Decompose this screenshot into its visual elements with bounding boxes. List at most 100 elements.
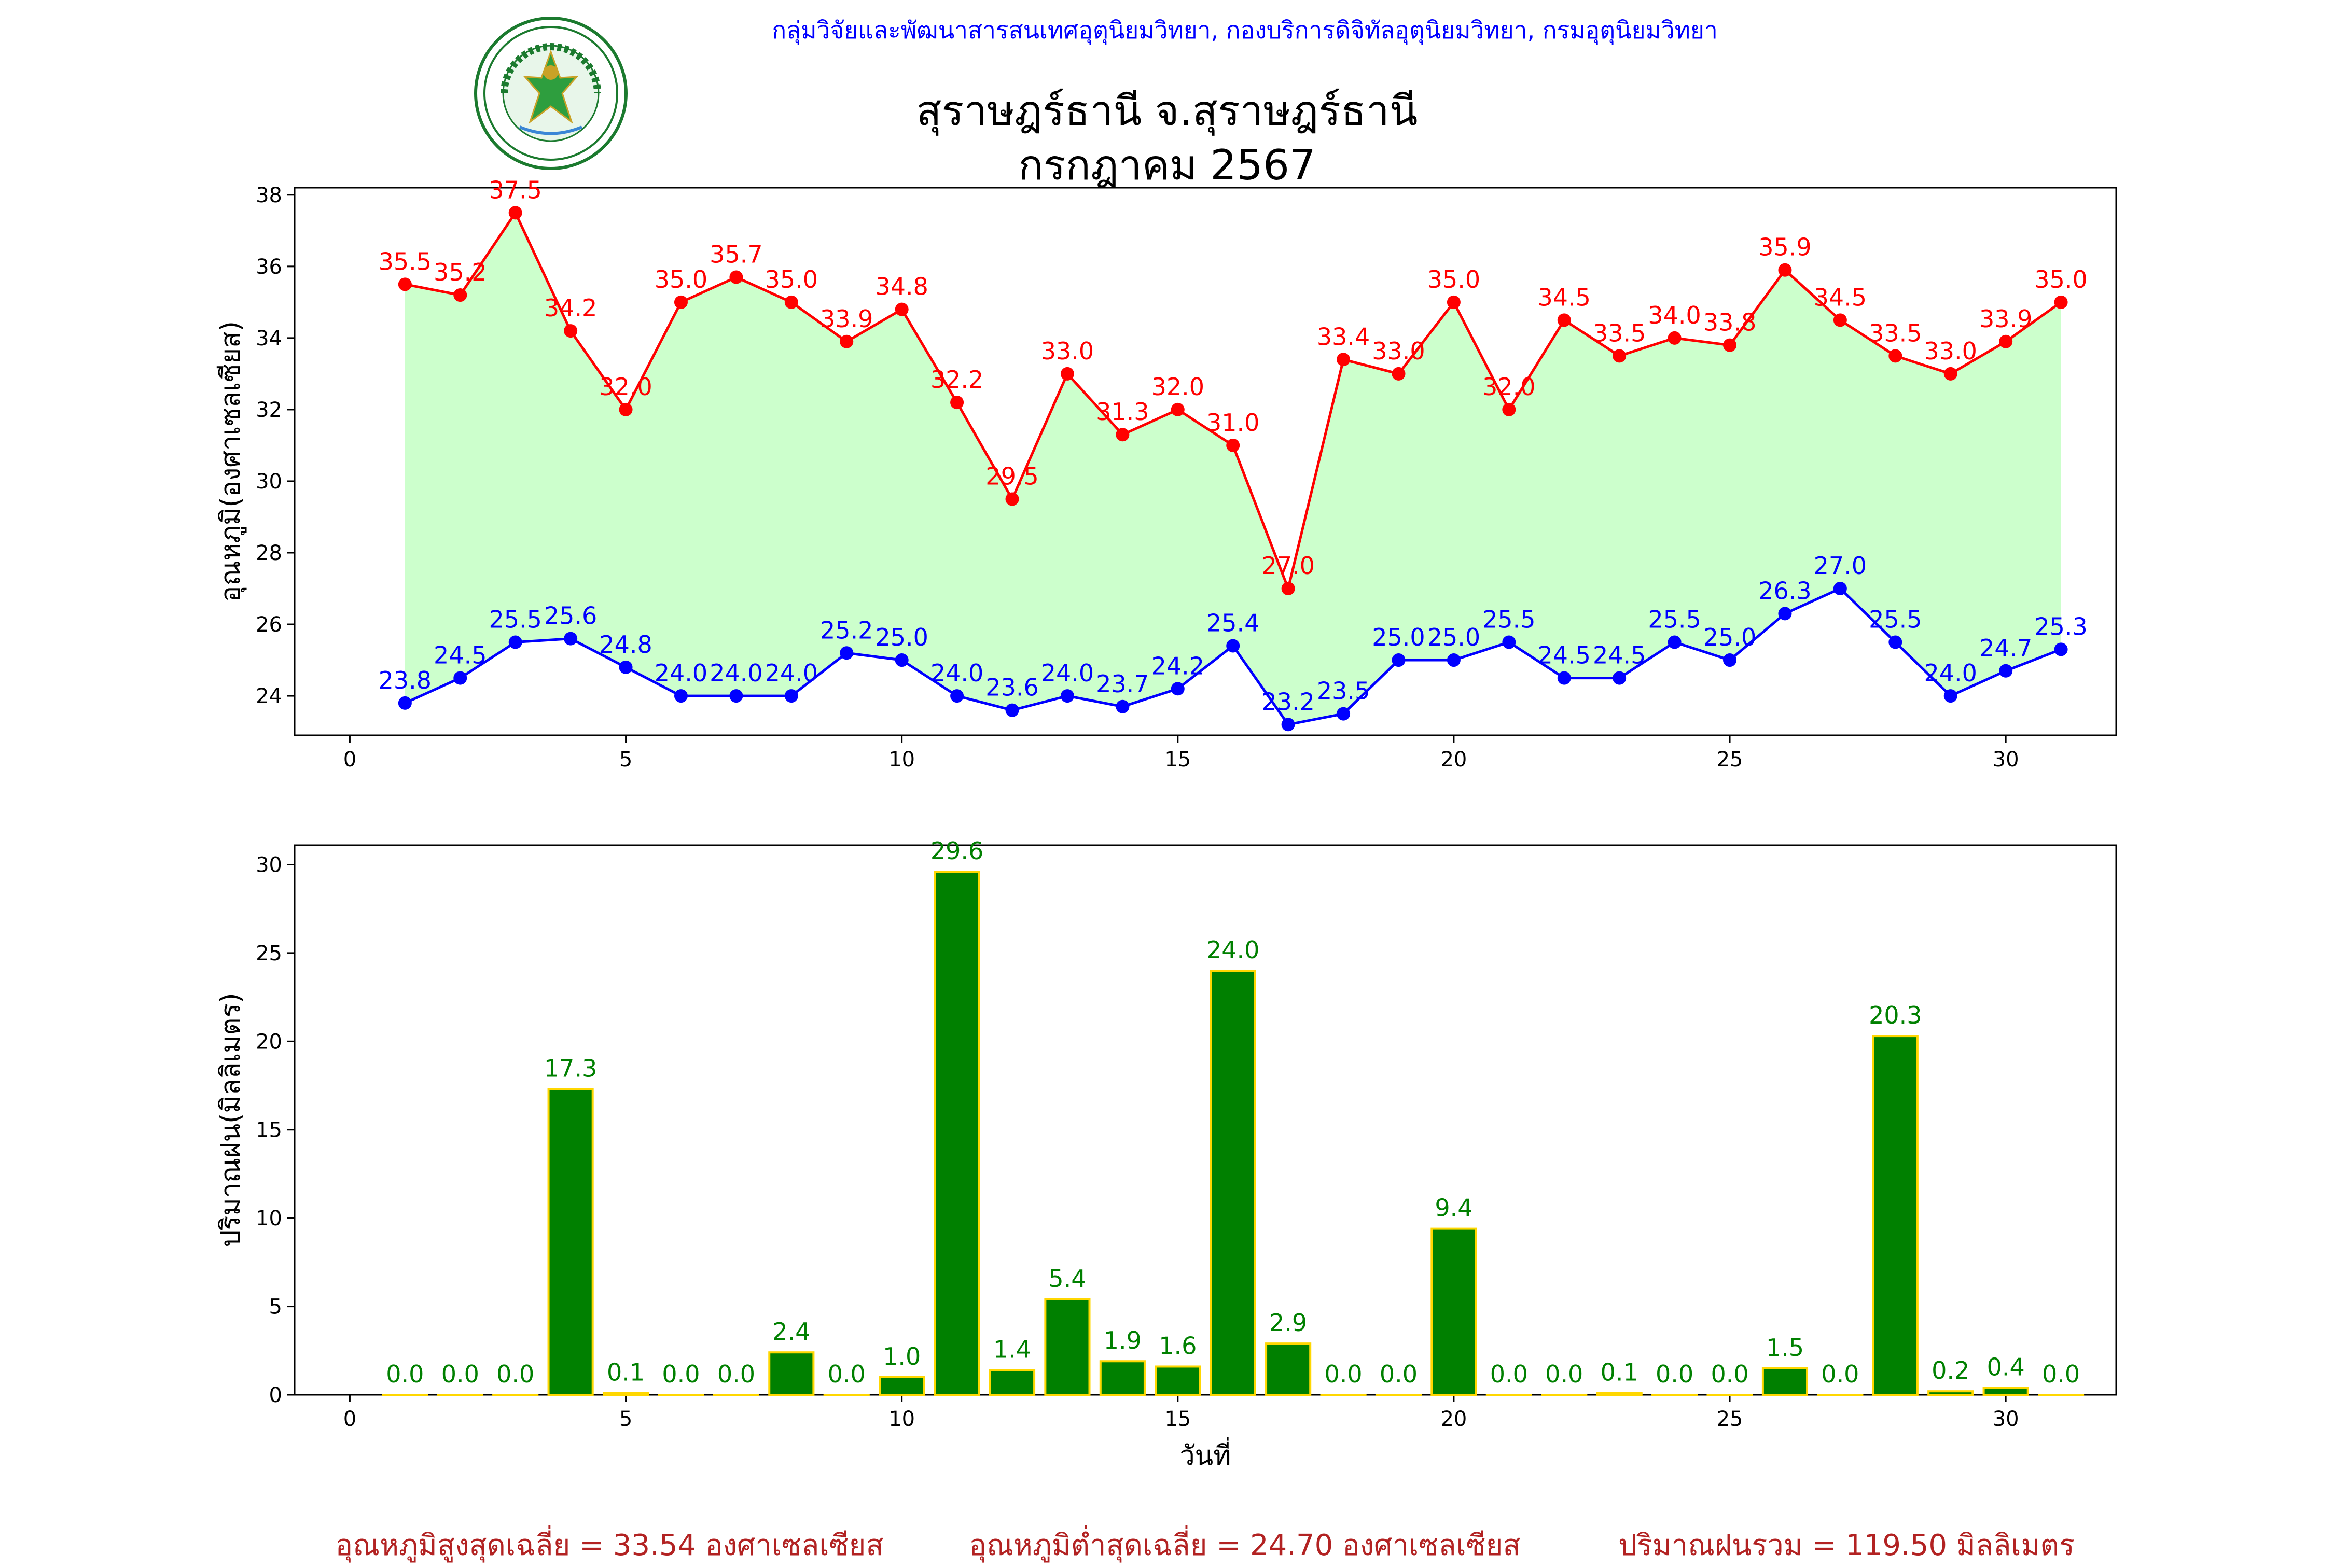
- rain-data-label: 1.5: [1766, 1334, 1804, 1362]
- temperature-x-tick-label: 25: [1717, 748, 1743, 772]
- min-temp-point: [1502, 635, 1516, 649]
- max-temp-point: [1999, 334, 2013, 348]
- min-temp-point: [895, 653, 909, 667]
- max-temp-data-label: 32.0: [599, 373, 652, 401]
- rain-data-label: 0.0: [1656, 1360, 1693, 1388]
- max-temp-point: [1171, 402, 1185, 416]
- rain-data-label: 20.3: [1869, 1001, 1922, 1029]
- rain-data-label: 0.1: [607, 1359, 645, 1387]
- min-temp-point: [1613, 671, 1627, 685]
- min-temp-data-label: 26.3: [1758, 577, 1811, 605]
- rainfall-y-tick-label: 25: [256, 942, 282, 965]
- max-temp-data-label: 35.2: [434, 258, 487, 286]
- min-temp-data-label: 25.2: [820, 616, 873, 644]
- min-temp-data-label: 25.5: [1869, 606, 1922, 634]
- rain-data-label: 0.4: [1987, 1353, 2025, 1381]
- min-temp-point: [840, 646, 854, 660]
- min-temp-data-label: 24.7: [1979, 634, 2032, 662]
- rain-data-label: 0.0: [386, 1360, 424, 1388]
- rain-bar: [1155, 1365, 1201, 1396]
- max-temp-point: [453, 288, 467, 302]
- temperature-y-tick-label: 28: [256, 541, 282, 565]
- rainfall-y-tick-label: 30: [256, 853, 282, 877]
- max-temp-data-label: 33.0: [1372, 337, 1425, 365]
- temperature-y-axis-label: อุณหภูมิ(องศาเซลเซียส): [215, 321, 247, 602]
- min-temp-data-label: 24.5: [1593, 641, 1646, 669]
- max-temp-data-label: 27.0: [1261, 552, 1314, 580]
- rain-data-label: 0.0: [828, 1360, 866, 1388]
- rain-bar: [547, 1088, 594, 1396]
- rain-bar: [768, 1351, 815, 1396]
- min-temp-data-label: 24.2: [1151, 652, 1204, 680]
- month-title: กรกฎาคม 2567: [1018, 141, 1316, 189]
- min-temp-point: [1337, 707, 1351, 721]
- rain-bar: [602, 1392, 649, 1396]
- min-temp-data-label: 24.5: [434, 641, 487, 669]
- rain-data-label: 0.0: [662, 1360, 700, 1388]
- rainfall-y-tick-label: 10: [256, 1207, 282, 1230]
- max-temp-data-label: 32.0: [1482, 373, 1535, 401]
- max-temp-data-label: 34.8: [875, 273, 928, 301]
- max-temp-data-label: 33.9: [1979, 305, 2032, 333]
- min-temp-point: [453, 671, 467, 685]
- max-temp-point: [1447, 295, 1461, 309]
- rainfall-x-tick-label: 0: [343, 1407, 356, 1431]
- min-temp-point: [1888, 635, 1902, 649]
- min-temp-point: [1447, 653, 1461, 667]
- rain-data-label: 0.0: [2042, 1360, 2080, 1388]
- rain-data-label: 0.0: [441, 1360, 479, 1388]
- min-temp-data-label: 25.6: [544, 602, 597, 630]
- max-temp-data-label: 35.0: [765, 265, 818, 293]
- max-temp-data-label: 34.2: [544, 294, 597, 322]
- rain-bar: [1430, 1227, 1477, 1396]
- rain-data-label: 2.4: [772, 1318, 810, 1346]
- min-temp-data-label: 25.5: [489, 606, 541, 634]
- min-temp-data-label: 24.0: [1924, 659, 1977, 687]
- min-temp-data-label: 24.0: [765, 659, 818, 687]
- rain-data-label: 0.0: [1490, 1360, 1528, 1388]
- max-temp-point: [895, 302, 909, 316]
- rain-bar: [1210, 969, 1256, 1396]
- rain-bar: [989, 1369, 1036, 1396]
- max-temp-data-label: 32.2: [930, 366, 983, 394]
- temperature-y-tick-label: 36: [256, 255, 282, 279]
- rain-data-label: 0.0: [1545, 1360, 1583, 1388]
- max-temp-data-label: 35.5: [379, 247, 432, 275]
- min-temp-data-label: 24.0: [655, 659, 707, 687]
- min-temp-data-label: 25.0: [1703, 623, 1756, 651]
- max-temp-point: [1557, 313, 1571, 327]
- summary-footer: อุณหภูมิสูงสุดเฉลี่ย = 33.54 องศาเซลเซีย…: [0, 1522, 2334, 1563]
- min-temp-data-label: 24.5: [1538, 641, 1591, 669]
- temperature-x-tick-label: 5: [619, 748, 632, 772]
- min-temp-point: [619, 660, 633, 674]
- rain-data-label: 0.0: [496, 1360, 534, 1388]
- min-temp-point: [508, 635, 522, 649]
- max-temp-point: [840, 334, 854, 348]
- rainfall-y-axis-label: ปริมาณฝน(มิลลิเมตร): [215, 992, 246, 1247]
- max-temp-point: [1723, 338, 1737, 352]
- min-temp-data-label: 25.5: [1482, 606, 1535, 634]
- max-temp-data-label: 35.0: [655, 265, 707, 293]
- temperature-y-tick-label: 26: [256, 613, 282, 637]
- min-temp-data-label: 25.0: [1427, 623, 1480, 651]
- max-temp-point: [1281, 582, 1295, 596]
- rain-data-label: 0.0: [1711, 1360, 1748, 1388]
- max-temp-data-label: 33.0: [1924, 337, 1977, 365]
- station-title: สุราษฎร์ธานี จ.สุราษฎร์ธานี: [916, 87, 1418, 135]
- min-temp-point: [2054, 642, 2068, 656]
- max-temp-data-label: 34.5: [1538, 283, 1591, 311]
- rain-data-label: 0.0: [1324, 1360, 1362, 1388]
- min-temp-point: [1171, 682, 1185, 696]
- temperature-x-tick-label: 0: [343, 748, 356, 772]
- min-temp-data-label: 24.0: [710, 659, 762, 687]
- min-temp-data-label: 24.0: [930, 659, 983, 687]
- rain-data-label: 1.0: [883, 1342, 921, 1370]
- temperature-y-tick-label: 34: [256, 327, 282, 351]
- max-temp-point: [950, 396, 964, 410]
- min-temp-point: [1392, 653, 1406, 667]
- rain-data-label: 9.4: [1435, 1194, 1472, 1222]
- max-temp-point: [1668, 331, 1682, 345]
- rainfall-y-tick-label: 5: [269, 1295, 282, 1319]
- rain-bar: [1927, 1390, 1974, 1396]
- max-temp-data-label: 33.5: [1869, 319, 1922, 347]
